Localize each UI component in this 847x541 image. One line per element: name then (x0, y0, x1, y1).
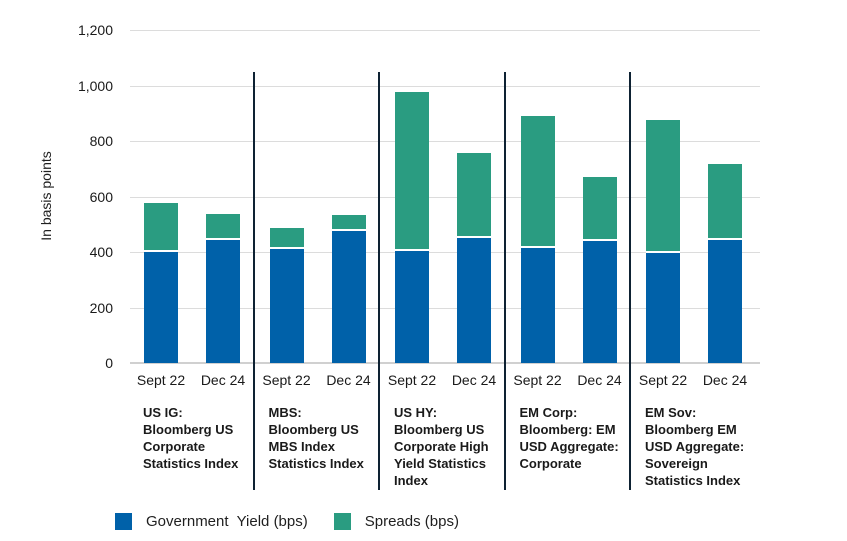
gridline-1,200 (130, 30, 760, 31)
y-tick-label-400: 400 (89, 244, 113, 260)
group-label-us-ig: US IG: Bloomberg US Corporate Statistics In… (143, 404, 247, 472)
bar-em-corp-sept-22-government-yield (520, 247, 555, 363)
group-label-line: Corporate High (394, 439, 489, 454)
panel-divider (503, 72, 506, 490)
bar-em-sov-dec-24-spreads (708, 163, 742, 241)
group-label-line: EM Sov: (645, 405, 697, 420)
y-tick-label-200: 200 (89, 299, 113, 316)
group-label-line: Statistics Index (645, 473, 741, 488)
bar-mbs-sept-22-government-yield (269, 249, 304, 363)
legend-swatch-spreads (333, 513, 351, 530)
x-tick-label-us-ig-sept-22: Sept 22 (136, 372, 186, 388)
group-label-line: Statistics Index (268, 456, 364, 471)
x-tick-label-em-corp-sept-22: Sept 22 (513, 372, 562, 388)
group-label-line: Bloomberg US (394, 422, 485, 437)
group-label-line: Statistics Index (143, 456, 239, 471)
group-label-line: MBS Index (268, 439, 335, 454)
bar-us-hy-dec-24-spreads (457, 152, 491, 239)
bar-em-sov-dec-24-government-yield (708, 240, 742, 363)
group-label-line: USD Aggregate: (519, 439, 619, 454)
panel-divider (252, 72, 255, 490)
group-label-line: MBS: (268, 405, 302, 420)
bar-em-corp-sept-22-spreads (520, 115, 555, 248)
bar-em-sov-sept-22-government-yield (646, 252, 680, 363)
gridline-600 (130, 196, 760, 198)
legend-label-government-yield: Government Yield (bps) (146, 513, 308, 530)
y-tick-label-0: 0 (105, 355, 113, 371)
bar-em-corp-dec-24-government-yield (582, 240, 617, 363)
bar-em-sov-sept-22-spreads (646, 119, 680, 253)
x-tick-label-em-corp-dec-24: Dec 24 (577, 372, 622, 388)
bar-us-hy-dec-24-government-yield (457, 238, 491, 363)
bar-us-ig-sept-22-government-yield (144, 252, 178, 363)
bar-mbs-dec-24-spreads (331, 215, 366, 232)
x-tick-label-mbs-sept-22: Sept 22 (262, 372, 311, 388)
bar-mbs-sept-22-spreads (269, 227, 304, 250)
group-label-line: EM Corp: (519, 405, 578, 420)
y-tick-label-1,200: 1,200 (77, 22, 113, 38)
gridline-0 (130, 362, 760, 364)
group-label-line: Yield Statistics (394, 456, 486, 471)
legend-swatch-government-yield (115, 513, 132, 530)
x-tick-label-us-hy-sept-22: Sept 22 (387, 372, 437, 388)
group-label-line: Corporate (519, 456, 582, 471)
group-label-line: US HY: (394, 405, 438, 420)
bar-mbs-dec-24-government-yield (331, 231, 366, 363)
gridline-400 (130, 252, 760, 253)
gridline-200 (130, 307, 760, 309)
bar-us-hy-sept-22-spreads (395, 91, 429, 251)
x-tick-label-mbs-dec-24: Dec 24 (326, 372, 371, 388)
group-label-line: Corporate (143, 439, 206, 454)
bar-us-ig-dec-24-government-yield (206, 239, 240, 363)
y-tick-label-1,000: 1,000 (77, 77, 113, 94)
group-label-line: Bloomberg EM (645, 422, 737, 437)
y-tick-label-800: 800 (89, 133, 113, 149)
bar-us-hy-sept-22-government-yield (395, 250, 429, 363)
group-label-line: Bloomberg: EM (519, 422, 616, 437)
legend: Government Yield (bps) Spreads (bps) (115, 513, 459, 530)
bar-us-ig-dec-24-spreads (206, 213, 240, 240)
group-label-line: Bloomberg US (143, 422, 234, 437)
group-label-em-sov: EM Sov: Bloomberg EM USD Aggregate: Soverei… (645, 404, 749, 489)
legend-label-spreads: Spreads (bps) (364, 513, 459, 530)
group-label-line: US IG: (143, 405, 183, 420)
group-label-us-hy: US HY: Bloomberg US Corporate High Yield St… (394, 404, 498, 489)
group-label-mbs: MBS: Bloomberg US MBS Index Statistics Inde… (269, 404, 373, 472)
y-tick-label-600: 600 (89, 188, 113, 205)
panel-divider (629, 72, 631, 490)
group-label-line: Sovereign (645, 456, 708, 471)
group-label-line: Bloomberg US (268, 422, 359, 437)
bar-em-corp-dec-24-spreads (582, 177, 617, 241)
gridline-800 (130, 141, 760, 142)
x-tick-label-em-sov-sept-22: Sept 22 (638, 372, 688, 388)
group-label-line: Index (394, 473, 428, 488)
panel-divider (378, 72, 380, 490)
x-tick-label-em-sov-dec-24: Dec 24 (702, 372, 748, 388)
x-tick-label-us-ig-dec-24: Dec 24 (200, 372, 246, 388)
group-label-line: USD Aggregate: (645, 439, 745, 454)
y-axis-title: In basis points (38, 151, 54, 241)
gridline-1,000 (130, 85, 760, 87)
x-tick-label-us-hy-dec-24: Dec 24 (451, 372, 497, 388)
bar-us-ig-sept-22-spreads (144, 202, 178, 252)
group-label-em-corp: EM Corp: Bloomberg: EM USD Aggregate: Corpo… (520, 404, 624, 472)
